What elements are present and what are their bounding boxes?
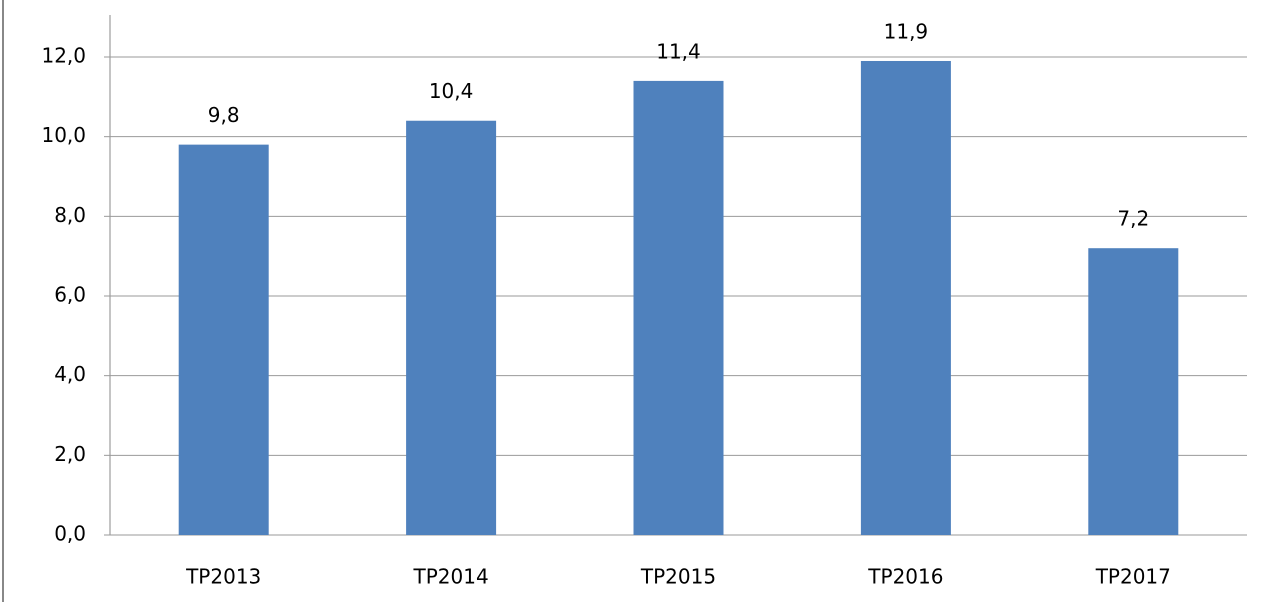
x-tick-label: TP2014: [413, 565, 489, 589]
y-tick-label: 10,0: [41, 123, 86, 147]
data-label: 11,4: [656, 39, 701, 63]
y-tick-label: 4,0: [54, 362, 86, 386]
bar: [178, 144, 269, 535]
bar: [860, 60, 951, 535]
data-label: 9,8: [208, 103, 240, 127]
data-label: 10,4: [429, 79, 474, 103]
data-label: 11,9: [884, 19, 929, 43]
x-tick-label: TP2016: [867, 565, 943, 589]
y-tick-label: 12,0: [41, 44, 86, 68]
data-label: 7,2: [1117, 207, 1149, 231]
bar: [633, 80, 724, 536]
y-tick-label: 6,0: [54, 283, 86, 307]
x-tick-label: TP2017: [1095, 565, 1171, 589]
bar: [1088, 248, 1179, 535]
y-tick-label: 8,0: [54, 203, 86, 227]
y-tick-label: 2,0: [54, 442, 86, 466]
bar: [406, 120, 497, 535]
x-tick-label: TP2015: [640, 565, 716, 589]
y-tick-label: 0,0: [54, 522, 86, 546]
x-tick-label: TP2013: [185, 565, 261, 589]
